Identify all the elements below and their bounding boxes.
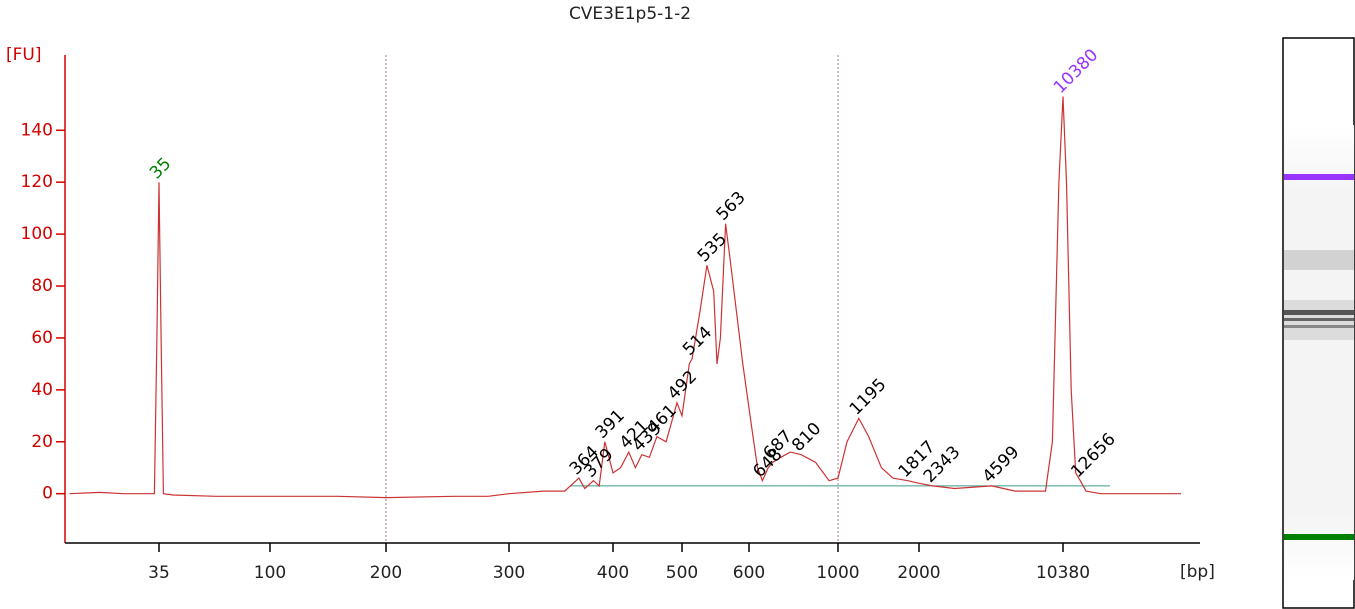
y-tick-label: 100 (21, 224, 53, 244)
x-tick-label: 10380 (1036, 563, 1090, 583)
y-tick-label: 140 (21, 120, 53, 140)
peak-label: 514 (679, 323, 716, 360)
x-tick-label: 400 (597, 563, 629, 583)
x-tick-label: 500 (666, 563, 698, 583)
peak-label: 810 (788, 419, 825, 456)
y-tick-label: 80 (31, 276, 53, 296)
y-tick-label: 0 (42, 484, 53, 504)
peak-label: 492 (664, 367, 701, 404)
x-tick-label: 300 (493, 563, 525, 583)
peak-label: 1195 (846, 375, 891, 420)
x-tick-label: 200 (370, 563, 402, 583)
x-tick-label: 35 (148, 563, 170, 583)
x-tick-label: 1000 (816, 563, 859, 583)
y-tick-label: 20 (31, 432, 53, 452)
x-tick-label: 600 (733, 563, 765, 583)
peak-label: 563 (713, 188, 750, 225)
y-tick-label: 60 (31, 328, 53, 348)
y-tick-label: 120 (21, 172, 53, 192)
peak-label: 35 (146, 154, 175, 183)
trace (69, 96, 1181, 499)
x-tick-label: 100 (254, 563, 286, 583)
peak-label: 4599 (979, 442, 1024, 487)
x-axis-label: [bp] (1180, 562, 1215, 582)
x-tick-label: 2000 (897, 563, 940, 583)
y-tick-label: 40 (31, 380, 53, 400)
y-axis-label: [FU] (6, 45, 42, 65)
peak-label: 10380 (1050, 45, 1102, 97)
chart-title: CVE3E1p5-1-2 (569, 4, 691, 24)
gel-lane (1282, 37, 1355, 609)
